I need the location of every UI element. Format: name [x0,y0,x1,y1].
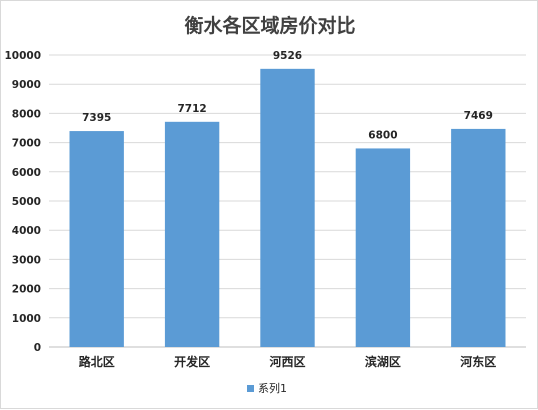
data-label: 6800 [368,129,397,141]
bar [69,131,124,347]
legend: 系列1 [247,381,287,395]
y-axis-ticks: 0 1000 2000 3000 4000 5000 6000 7000 8000 9000 100… [4,50,41,354]
y-tick-label: 9000 [12,79,41,91]
bar [164,121,220,347]
bars [69,68,506,348]
y-tick-label: 0 [34,342,41,354]
y-tick-label: 2000 [12,284,41,296]
bar [451,128,506,347]
y-tick-label: 6000 [12,167,41,179]
bar [260,68,315,348]
chart-title: 衡水各区域房价对比 [184,14,355,37]
y-tick-label: 3000 [12,254,41,266]
legend-swatch [247,385,254,392]
bar [355,148,411,347]
x-category-label: 路北区 [79,354,115,369]
data-labels: 7395 7712 9526 6800 7469 [82,50,493,142]
y-tick-label: 5000 [12,196,41,208]
x-category-label: 河西区 [268,354,305,369]
x-category-label: 开发区 [174,354,210,369]
x-category-label: 河东区 [459,354,496,369]
y-tick-label: 4000 [12,225,41,237]
y-tick-label: 8000 [12,108,41,120]
y-tick-label: 10000 [4,50,41,62]
legend-label: 系列1 [258,381,287,395]
x-category-label: 滨湖区 [365,354,401,369]
data-label: 7469 [464,110,493,122]
data-label: 7712 [177,103,206,115]
y-tick-label: 1000 [12,313,41,325]
data-label: 7395 [82,112,111,124]
x-axis-categories: 路北区 开发区 河西区 滨湖区 河东区 [79,354,497,369]
y-tick-label: 7000 [12,138,41,150]
data-label: 9526 [273,50,302,62]
